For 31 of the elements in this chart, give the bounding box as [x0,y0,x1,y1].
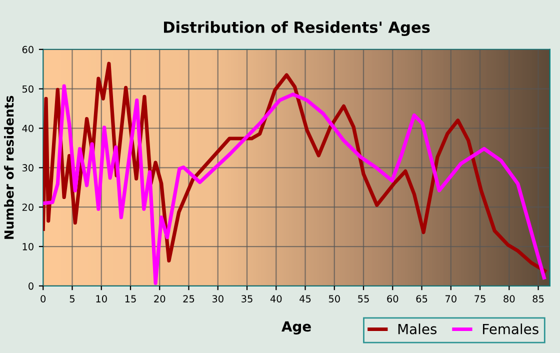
x-tick-label: 25 [183,295,194,302]
chart-title: Distribution of Residents' Ages [164,21,430,36]
x-tick-label: 60 [387,295,398,302]
x-tick-label: 35 [242,295,252,302]
x-tick-label: 50 [328,295,340,302]
x-tick-label: 85 [532,295,544,302]
x-tick-label: 20 [154,295,166,302]
y-tick-label: 20 [22,204,34,211]
x-tick-label: 0 [40,295,46,302]
legend-label: Males [398,324,437,334]
y-tick-label: 30 [22,164,34,172]
y-tick-label: 50 [22,85,34,93]
y-tick-label: 60 [22,46,34,54]
x-axis-title: Age [282,321,311,334]
x-tick-label: 45 [300,295,311,302]
y-axis-title: Number of residents [4,96,14,239]
x-tick-label: 65 [416,295,428,302]
x-tick-label: 40 [270,295,282,302]
legend-label: Females [483,324,538,334]
x-tick-label: 75 [474,295,486,302]
y-tick-label: 0 [28,282,34,290]
x-tick-label: 30 [212,295,224,302]
y-tick-label: 10 [22,242,34,250]
x-tick-label: 15 [125,295,136,302]
x-tick-label: 10 [96,295,107,302]
x-tick-label: 55 [358,295,369,302]
x-tick-label: 80 [504,295,515,302]
y-tick-label: 40 [22,124,34,132]
x-tick-label: 70 [446,295,456,302]
line-series [43,84,546,285]
x-tick-label: 5 [70,295,74,302]
